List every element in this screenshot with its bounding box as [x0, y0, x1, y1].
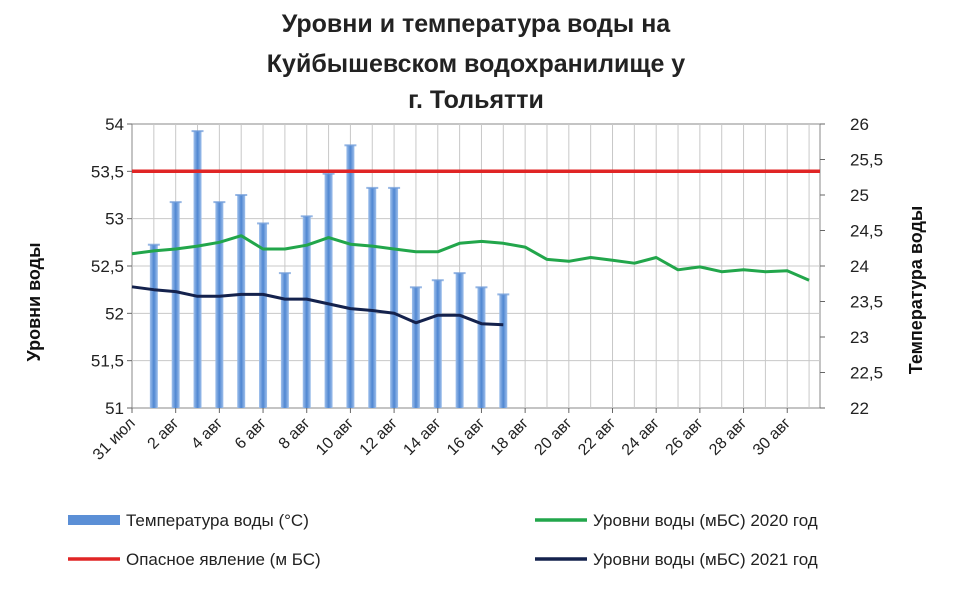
- y-axis-left-title: Уровни воды: [24, 243, 44, 362]
- x-tick-label: 12 авг: [357, 415, 401, 459]
- legend-swatch: [68, 515, 120, 525]
- x-tick-label: 28 авг: [706, 415, 750, 459]
- x-tick-label: 20 авг: [531, 415, 575, 459]
- y-left-tick-label: 52: [105, 304, 124, 323]
- legend-label: Опасное явление (м БС): [126, 550, 321, 569]
- y-left-tick-label: 51,5: [91, 352, 124, 371]
- temperature-bar: [433, 280, 442, 408]
- series-line: [131, 234, 810, 282]
- chart-title-line-3: г. Тольятти: [408, 86, 544, 114]
- x-tick-label: 10 авг: [313, 415, 357, 459]
- temperature-bar: [455, 273, 464, 408]
- legend-label: Уровни воды (мБС) 2020 год: [593, 511, 818, 530]
- y-right-tick-label: 22,5: [850, 364, 883, 383]
- temperature-bar: [259, 223, 268, 408]
- y-left-tick-label: 51: [105, 399, 124, 418]
- x-tick-label: 2 авг: [145, 415, 183, 453]
- temperature-bar: [237, 195, 246, 408]
- y-axis-right-title: Температура воды: [906, 206, 926, 375]
- y-right-tick-label: 24: [850, 257, 869, 276]
- temperature-bar: [149, 244, 158, 408]
- y-right-tick-label: 23,5: [850, 293, 883, 312]
- chart-title: Уровни и температура воды на Куйбышевско…: [267, 10, 686, 114]
- y-right-tick-label: 25: [850, 186, 869, 205]
- legend-label: Уровни воды (мБС) 2021 год: [593, 550, 818, 569]
- y-left-tick-label: 53,5: [91, 162, 124, 181]
- temperature-bar: [477, 287, 486, 408]
- temperature-bar: [499, 294, 508, 408]
- y-right-tick-label: 23: [850, 328, 869, 347]
- x-tick-label: 31 июл: [90, 415, 139, 464]
- x-tick-label: 26 авг: [663, 415, 707, 459]
- plot-area: 51 51,5 52 52,5 53 53,5 54 22 22,5 23 23,5 24 24,5 25…: [90, 115, 883, 464]
- temperature-bar: [171, 202, 180, 408]
- x-tick-label: 16 авг: [444, 415, 488, 459]
- y-right-tick-label: 26: [850, 115, 869, 134]
- series-line: [131, 285, 504, 327]
- temperature-bar: [193, 131, 202, 408]
- temperature-bar: [324, 173, 333, 408]
- legend-label: Температура воды (°С): [126, 511, 309, 530]
- legend: Температура воды (°С) Уровни воды (мБС) 2…: [68, 511, 818, 569]
- y-right-tick-label: 22: [850, 399, 869, 418]
- x-tick-label: 14 авг: [400, 415, 444, 459]
- chart-title-line-2: Куйбышевском водохранилище у: [267, 50, 686, 78]
- y-left-tick-label: 53: [105, 210, 124, 229]
- y-right-tick-label: 25,5: [850, 151, 883, 170]
- y-left-tick-label: 52,5: [91, 257, 124, 276]
- x-tick-label: 24 авг: [619, 415, 663, 459]
- x-tick-label: 4 авг: [188, 415, 226, 453]
- y-right-tick-label: 24,5: [850, 222, 883, 241]
- x-tick-label: 8 авг: [276, 415, 314, 453]
- temperature-bar: [411, 287, 420, 408]
- temperature-bar: [280, 273, 289, 408]
- temperature-bar: [390, 187, 399, 408]
- temperature-bar: [302, 216, 311, 408]
- temperature-bar: [215, 202, 224, 408]
- x-tick-label: 18 авг: [488, 415, 532, 459]
- chart-title-line-1: Уровни и температура воды на: [282, 10, 672, 38]
- y-left-tick-label: 54: [105, 115, 124, 134]
- temperature-bar: [346, 145, 355, 409]
- x-tick-label: 22 авг: [575, 415, 619, 459]
- temperature-bar: [368, 187, 377, 408]
- x-tick-label: 6 авг: [232, 415, 270, 453]
- x-tick-label: 30 авг: [750, 415, 794, 459]
